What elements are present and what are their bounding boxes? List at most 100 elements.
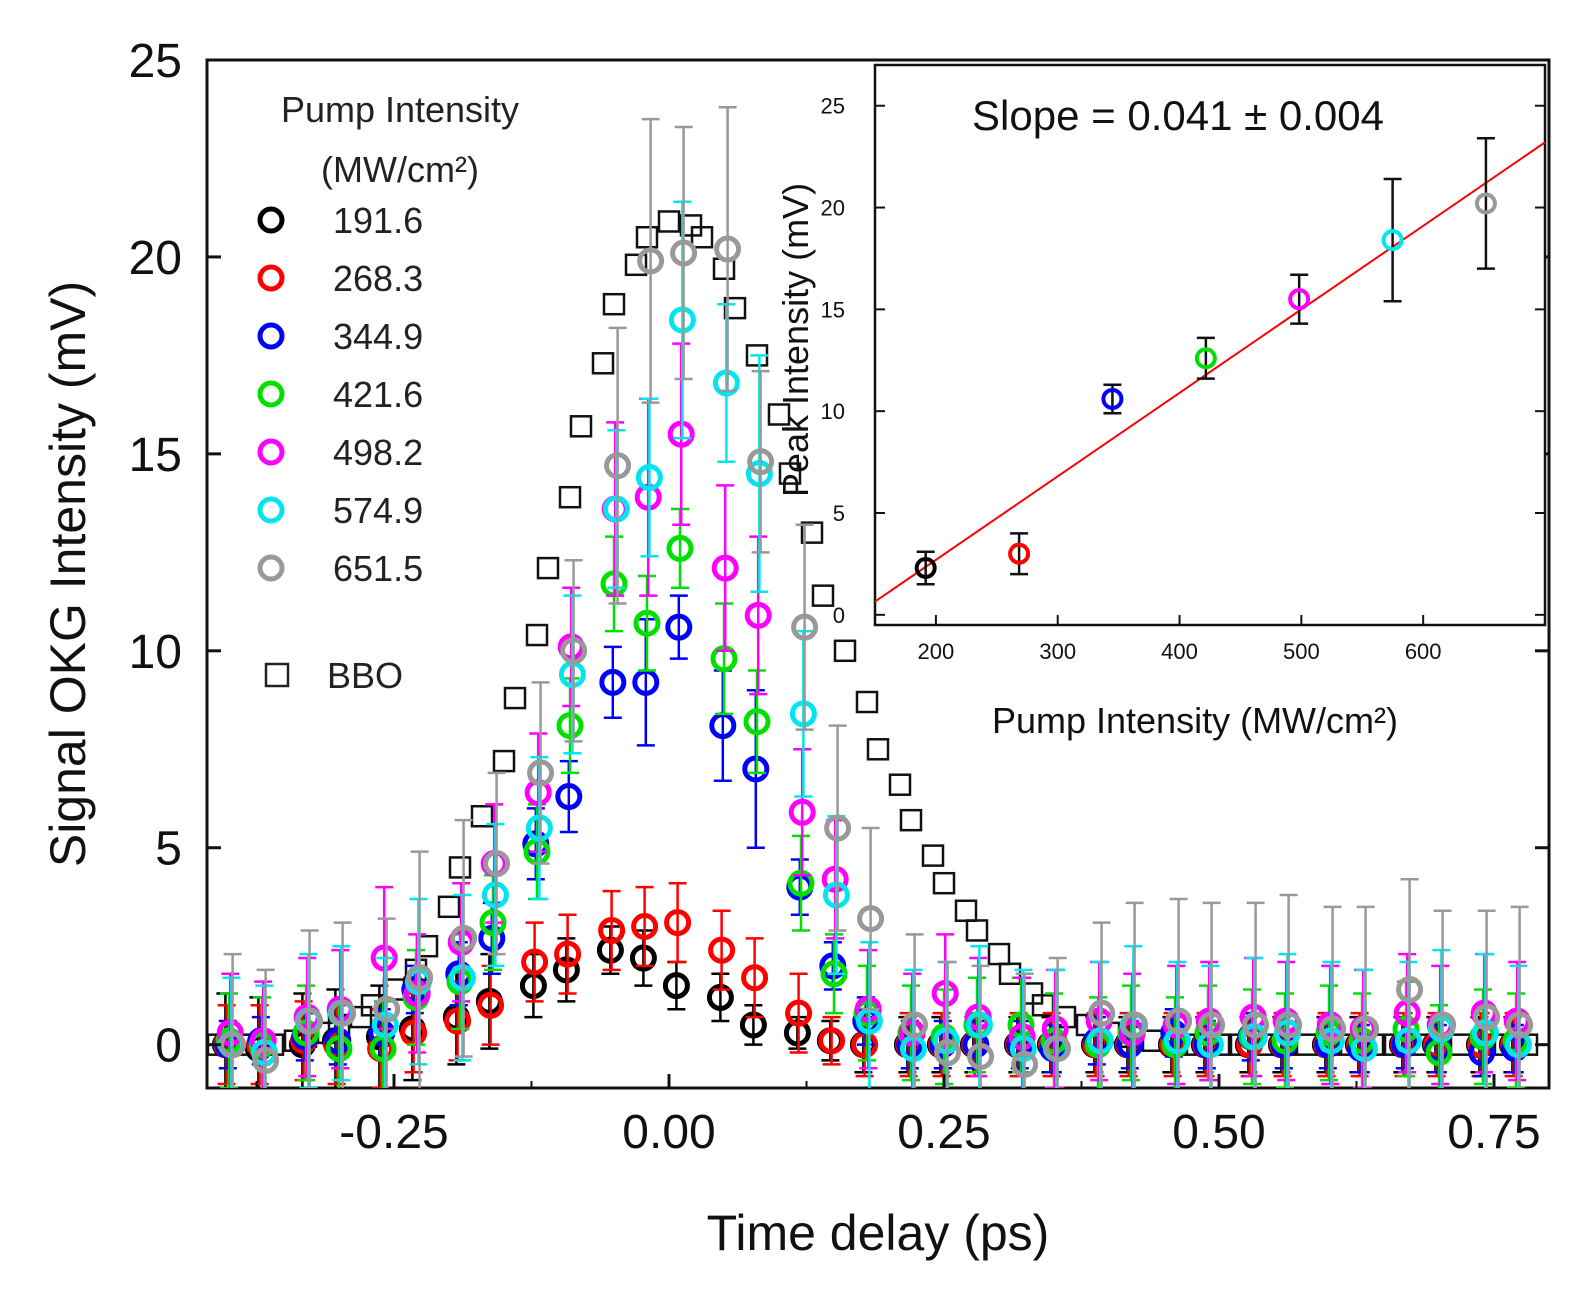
main-x-axis-title: Time delay (ps) xyxy=(707,1205,1050,1261)
bbo-point xyxy=(778,462,802,485)
legend-label: 651.5 xyxy=(333,548,423,589)
series-point xyxy=(1319,1015,1347,1043)
bbo-point xyxy=(723,296,747,320)
series-point xyxy=(1088,999,1116,1027)
fit-line xyxy=(875,141,1545,603)
series-point xyxy=(747,448,775,476)
series-point xyxy=(637,247,665,275)
series-point xyxy=(711,554,739,582)
bbo-point xyxy=(932,871,956,895)
series-point xyxy=(1121,1011,1149,1039)
series-point xyxy=(1198,1011,1226,1039)
inset-y-tick-label: 5 xyxy=(833,501,845,526)
inset-point xyxy=(1101,387,1124,410)
series-point xyxy=(450,924,478,952)
legend-bbo-marker xyxy=(264,662,290,688)
series-point xyxy=(444,1007,472,1035)
series-point xyxy=(598,916,626,944)
series-point xyxy=(744,601,772,629)
legend-marker xyxy=(257,554,285,582)
bbo-point xyxy=(492,749,516,773)
series-point xyxy=(857,905,885,933)
bbo-point xyxy=(954,899,978,923)
series-point xyxy=(1011,1050,1039,1078)
bbo-point xyxy=(965,919,989,942)
bbo-point xyxy=(503,686,527,710)
bbo-point xyxy=(525,623,549,647)
series-point xyxy=(1242,1011,1270,1039)
bbo-point xyxy=(635,225,659,249)
series-point xyxy=(818,1027,846,1055)
inset-point xyxy=(1474,192,1497,215)
series-point xyxy=(901,1011,929,1039)
y-tick-label: 0 xyxy=(155,1020,182,1073)
legend-marker xyxy=(257,322,285,350)
series-point xyxy=(604,452,632,480)
inset-x-tick-label: 200 xyxy=(918,639,955,664)
main-y-axis-title: Signal OKG Intensity (mV) xyxy=(40,281,96,867)
inset-y-tick-label: 25 xyxy=(821,94,845,119)
series-point xyxy=(741,964,769,992)
legend-label: 344.9 xyxy=(333,316,423,357)
inset-y-tick-label: 10 xyxy=(821,399,845,424)
series-point xyxy=(824,814,852,842)
series-point xyxy=(662,972,690,1000)
inset-point xyxy=(914,556,937,579)
bbo-point xyxy=(899,808,923,832)
legend-label: 268.3 xyxy=(333,258,423,299)
series-point xyxy=(635,464,663,492)
bbo-point xyxy=(888,773,912,796)
bbo-point xyxy=(855,690,879,714)
legend-title-line1: Pump Intensity xyxy=(281,89,519,130)
series-point xyxy=(631,913,659,941)
y-tick-label: 25 xyxy=(129,35,182,88)
inset-chart: 200 300 400 500 600 0 5 10 15 20 25 Slope = 0.041 … xyxy=(775,63,1547,741)
series-point xyxy=(1429,1011,1457,1039)
series-point xyxy=(785,999,813,1027)
series-point xyxy=(1275,1011,1303,1039)
legend-marker xyxy=(257,438,285,466)
legend-bbo-label: BBO xyxy=(327,655,403,696)
bbo-point xyxy=(866,738,890,761)
series-point xyxy=(1352,1015,1380,1043)
inset-axes: 200 300 400 500 600 0 5 10 15 20 25 xyxy=(821,94,1545,664)
bbo-point xyxy=(657,210,681,233)
inset-point xyxy=(1288,288,1311,311)
series-point xyxy=(1396,976,1424,1004)
inset-y-tick-label: 15 xyxy=(821,297,845,322)
series-point xyxy=(483,849,511,877)
y-tick-label: 15 xyxy=(129,429,182,482)
series-point xyxy=(329,999,357,1027)
x-tick-label: -0.25 xyxy=(339,1106,448,1159)
y-tick-label: 5 xyxy=(155,823,182,876)
inset-x-axis-title: Pump Intensity (MW/cm²) xyxy=(992,700,1398,741)
x-tick-label: 0.00 xyxy=(622,1106,715,1159)
legend-label: 574.9 xyxy=(333,490,423,531)
series-point xyxy=(1165,1007,1193,1035)
inset-x-tick-label: 400 xyxy=(1161,639,1198,664)
main-data-layer xyxy=(207,106,1539,1088)
bbo-point xyxy=(591,352,615,375)
legend: Pump Intensity (MW/cm²) 191.6 268.3 344.9 4… xyxy=(257,89,519,696)
bbo-point xyxy=(800,521,824,544)
bbo-point xyxy=(921,844,945,867)
series-point xyxy=(554,940,582,968)
inset-point xyxy=(1008,542,1031,565)
inset-x-tick-label: 600 xyxy=(1405,639,1442,664)
bbo-point xyxy=(569,415,593,438)
legend-marker xyxy=(257,496,285,524)
inset-background xyxy=(873,63,1547,627)
series-point xyxy=(934,1039,962,1067)
series-point xyxy=(666,534,694,562)
legend-label: 191.6 xyxy=(333,200,423,241)
bbo-point xyxy=(448,856,472,879)
series-point xyxy=(219,1031,247,1059)
legend-items: 191.6 268.3 344.9 421.6 498.2 574.9 651.5 xyxy=(257,200,423,589)
inset-data-layer xyxy=(875,137,1545,603)
bbo-point xyxy=(602,292,626,316)
legend-marker xyxy=(257,264,285,292)
x-tick-label: 0.50 xyxy=(1172,1106,1265,1159)
series-point xyxy=(967,1042,995,1070)
legend-label: 498.2 xyxy=(333,432,423,473)
